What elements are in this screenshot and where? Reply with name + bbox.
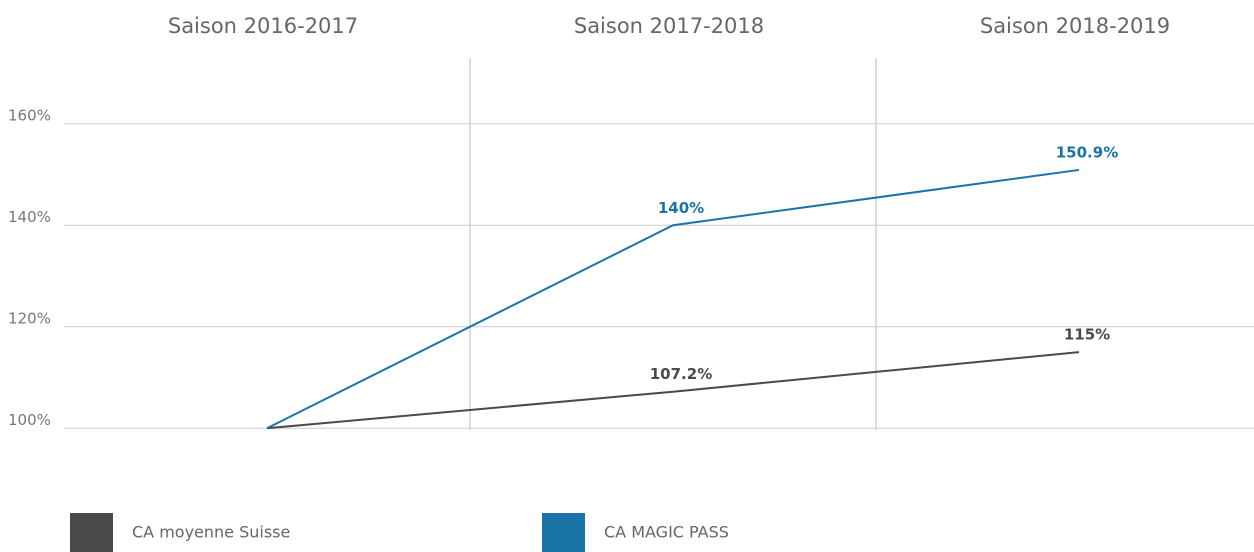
- y-tick-label: 140%: [8, 208, 51, 226]
- y-tick-label: 100%: [8, 411, 51, 429]
- y-tick-label: 120%: [8, 309, 51, 327]
- data-label: 150.9%: [1056, 143, 1118, 161]
- x-tick-label: Saison 2018-2019: [980, 14, 1170, 38]
- x-tick-label: Saison 2017-2018: [574, 14, 764, 38]
- data-label: 107.2%: [650, 365, 712, 383]
- x-tick-label: Saison 2016-2017: [168, 14, 358, 38]
- legend-label: CA moyenne Suisse: [132, 523, 290, 542]
- series-line: [266, 168, 1080, 430]
- data-label: 140%: [658, 199, 704, 217]
- legend-label: CA MAGIC PASS: [604, 523, 729, 542]
- legend-swatch: [542, 513, 585, 552]
- legend-swatch: [70, 513, 113, 552]
- series-line: [266, 351, 1080, 430]
- data-label: 115%: [1064, 326, 1110, 344]
- y-tick-label: 160%: [8, 106, 51, 124]
